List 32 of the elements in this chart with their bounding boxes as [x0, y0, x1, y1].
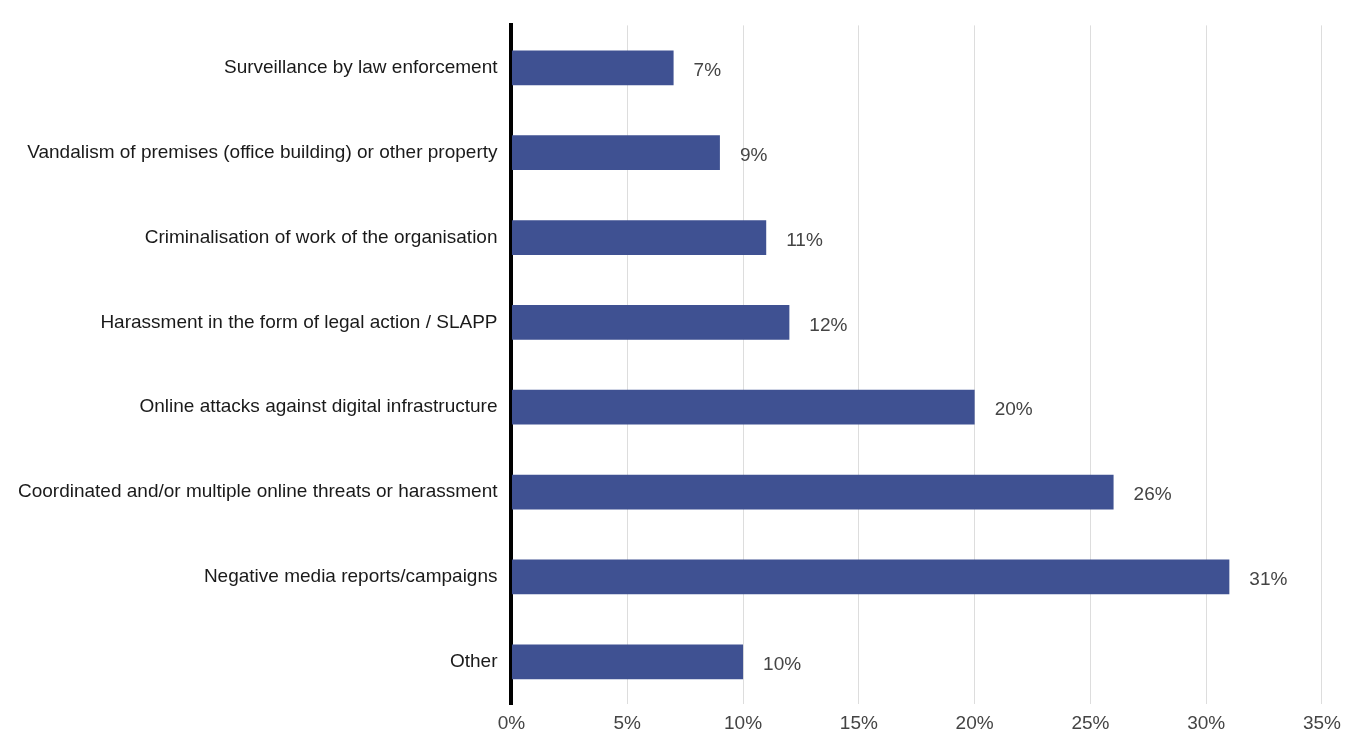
y-tick-label: Negative media reports/campaigns — [203, 565, 498, 587]
data-label: 31% — [1249, 568, 1288, 590]
bar — [511, 474, 1114, 510]
data-label: 10% — [763, 653, 802, 675]
bar — [511, 50, 674, 86]
x-tick-label: 20% — [955, 711, 994, 733]
x-tick-label: 35% — [1302, 711, 1342, 733]
data-label: 26% — [1133, 483, 1172, 505]
x-tick-label: 5% — [613, 711, 642, 733]
data-label: 11% — [786, 228, 823, 250]
x-tick-label: 0% — [497, 711, 526, 733]
y-tick-label: Criminalisation of work of the organisation — [144, 225, 498, 247]
bar — [511, 559, 1230, 595]
bar — [511, 135, 720, 171]
data-label: 12% — [809, 313, 848, 335]
y-tick-label: Vandalism of premises (office building) or other property — [27, 140, 498, 162]
y-tick-label: Online attacks against digital infrastructure — [139, 395, 498, 417]
y-tick-label: Surveillance by law enforcement — [223, 56, 499, 78]
bar — [511, 304, 790, 340]
x-tick-label: 25% — [1071, 711, 1110, 733]
data-label: 9% — [739, 143, 768, 165]
y-tick-label: Other — [449, 650, 499, 672]
y-tick-label: Coordinated and/or multiple online threats or harassment — [17, 480, 499, 502]
bar — [511, 220, 767, 255]
bar — [511, 644, 744, 680]
bar — [511, 389, 975, 425]
x-tick-label: 30% — [1187, 711, 1226, 733]
y-tick-label: Harassment in the form of legal action / SLAPP — [100, 310, 498, 332]
data-label: 7% — [693, 59, 722, 81]
data-label: 20% — [994, 398, 1033, 420]
x-tick-label: 15% — [839, 711, 878, 733]
x-tick-label: 10% — [724, 711, 763, 733]
